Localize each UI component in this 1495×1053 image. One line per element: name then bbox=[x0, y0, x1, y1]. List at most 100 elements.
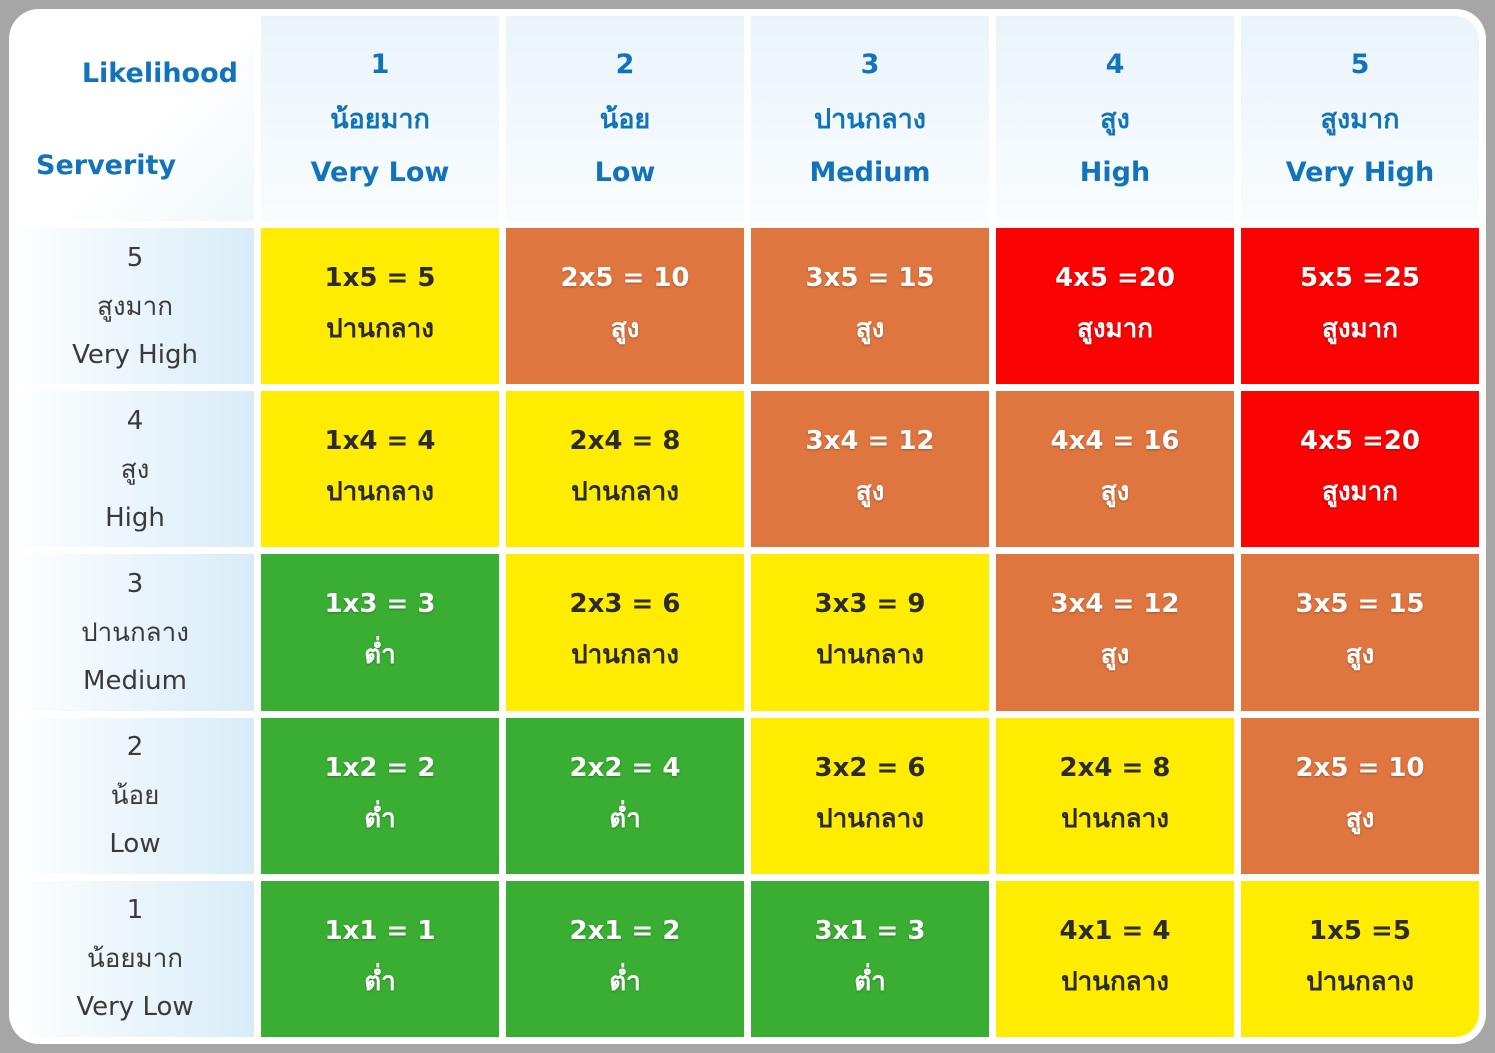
risk-cell-r3c1: 1x3 = 3 ต่ำ bbox=[261, 554, 499, 711]
risk-cell-r5c2: 2x5 = 10 สูง bbox=[506, 228, 744, 385]
risk-cell-r3c5: 3x5 = 15 สูง bbox=[1241, 554, 1479, 711]
row-header-3: 3 ปานกลาง Medium bbox=[16, 554, 254, 711]
risk-formula: 2x4 = 8 bbox=[1059, 752, 1171, 783]
risk-formula: 2x5 = 10 bbox=[1295, 752, 1425, 783]
column-label-thai: สูงมาก bbox=[1320, 104, 1400, 135]
row-label-english: Low bbox=[109, 829, 161, 860]
risk-level-label: ต่ำ bbox=[854, 966, 886, 997]
risk-level-label: ต่ำ bbox=[364, 803, 396, 834]
risk-formula: 4x5 =20 bbox=[1300, 426, 1420, 457]
column-header-3: 3 ปานกลาง Medium bbox=[751, 16, 989, 221]
row-number: 2 bbox=[126, 732, 144, 763]
column-number: 3 bbox=[860, 49, 880, 80]
risk-formula: 3x1 = 3 bbox=[814, 915, 926, 946]
column-header-2: 2 น้อย Low bbox=[506, 16, 744, 221]
risk-formula: 2x4 = 8 bbox=[569, 426, 681, 457]
column-label-thai: สูง bbox=[1100, 104, 1130, 135]
risk-level-label: สูง bbox=[1345, 803, 1375, 834]
risk-level-label: สูง bbox=[610, 314, 640, 345]
risk-level-label: ปานกลาง bbox=[1061, 803, 1169, 834]
risk-cell-r2c2: 2x2 = 4 ต่ำ bbox=[506, 717, 744, 874]
risk-cell-r1c1: 1x1 = 1 ต่ำ bbox=[261, 880, 499, 1037]
risk-level-label: ต่ำ bbox=[609, 803, 641, 834]
risk-level-label: สูง bbox=[1345, 640, 1375, 671]
column-label-english: Very High bbox=[1285, 157, 1435, 188]
risk-cell-r1c2: 2x1 = 2 ต่ำ bbox=[506, 880, 744, 1037]
row-label-thai: ปานกลาง bbox=[81, 617, 189, 648]
risk-cell-r2c1: 1x2 = 2 ต่ำ bbox=[261, 717, 499, 874]
column-header-5: 5 สูงมาก Very High bbox=[1241, 16, 1479, 221]
risk-cell-r1c3: 3x1 = 3 ต่ำ bbox=[751, 880, 989, 1037]
risk-level-label: ปานกลาง bbox=[326, 314, 434, 345]
risk-formula: 4x1 = 4 bbox=[1059, 915, 1171, 946]
row-header-2: 2 น้อย Low bbox=[16, 717, 254, 874]
column-label-english: Low bbox=[594, 157, 656, 188]
row-label-thai: สูง bbox=[120, 454, 150, 485]
risk-level-label: ต่ำ bbox=[609, 966, 641, 997]
risk-formula: 3x4 = 12 bbox=[1050, 589, 1180, 620]
risk-cell-r3c4: 3x4 = 12 สูง bbox=[996, 554, 1234, 711]
risk-cell-r4c1: 1x4 = 4 ปานกลาง bbox=[261, 391, 499, 548]
row-number: 4 bbox=[126, 405, 144, 436]
risk-formula: 4x4 = 16 bbox=[1050, 426, 1180, 457]
risk-level-label: ปานกลาง bbox=[816, 640, 924, 671]
risk-cell-r5c3: 3x5 = 15 สูง bbox=[751, 228, 989, 385]
row-header-5: 5 สูงมาก Very High bbox=[16, 228, 254, 385]
risk-level-label: ปานกลาง bbox=[571, 640, 679, 671]
row-label-english: Medium bbox=[83, 665, 187, 696]
row-header-1: 1 น้อยมาก Very Low bbox=[16, 880, 254, 1037]
row-label-english: Very High bbox=[72, 339, 198, 370]
risk-formula: 1x4 = 4 bbox=[324, 426, 436, 457]
risk-level-label: สูงมาก bbox=[1076, 314, 1154, 345]
risk-level-label: สูง bbox=[1100, 640, 1130, 671]
risk-level-label: สูงมาก bbox=[1321, 477, 1399, 508]
column-label-thai: ปานกลาง bbox=[814, 104, 926, 135]
row-label-thai: น้อย bbox=[110, 781, 160, 812]
risk-formula: 3x2 = 6 bbox=[814, 752, 926, 783]
risk-formula: 2x5 = 10 bbox=[560, 263, 690, 294]
risk-cell-r4c3: 3x4 = 12 สูง bbox=[751, 391, 989, 548]
column-header-1: 1 น้อยมาก Very Low bbox=[261, 16, 499, 221]
risk-cell-r1c4: 4x1 = 4 ปานกลาง bbox=[996, 880, 1234, 1037]
risk-level-label: ปานกลาง bbox=[1306, 966, 1414, 997]
column-header-4: 4 สูง High bbox=[996, 16, 1234, 221]
column-label-english: Very Low bbox=[310, 157, 450, 188]
risk-cell-r4c4: 4x4 = 16 สูง bbox=[996, 391, 1234, 548]
risk-formula: 1x3 = 3 bbox=[324, 589, 436, 620]
row-label-thai: น้อยมาก bbox=[86, 944, 184, 975]
risk-cell-r5c4: 4x5 =20 สูงมาก bbox=[996, 228, 1234, 385]
risk-formula: 2x2 = 4 bbox=[569, 752, 681, 783]
risk-level-label: สูง bbox=[855, 477, 885, 508]
risk-cell-r2c5: 2x5 = 10 สูง bbox=[1241, 717, 1479, 874]
risk-cell-r2c4: 2x4 = 8 ปานกลาง bbox=[996, 717, 1234, 874]
column-number: 1 bbox=[370, 49, 390, 80]
risk-level-label: ปานกลาง bbox=[816, 803, 924, 834]
row-label-thai: สูงมาก bbox=[96, 291, 174, 322]
column-label-english: High bbox=[1079, 157, 1151, 188]
column-label-english: Medium bbox=[809, 157, 931, 188]
row-label-english: Very Low bbox=[76, 992, 194, 1023]
risk-cell-r3c2: 2x3 = 6 ปานกลาง bbox=[506, 554, 744, 711]
risk-level-label: ปานกลาง bbox=[1061, 966, 1169, 997]
row-number: 1 bbox=[126, 895, 144, 926]
row-label-english: High bbox=[105, 502, 165, 533]
risk-formula: 1x5 = 5 bbox=[324, 263, 436, 294]
risk-cell-r5c1: 1x5 = 5 ปานกลาง bbox=[261, 228, 499, 385]
row-header-4: 4 สูง High bbox=[16, 391, 254, 548]
risk-matrix: Likelihood Serverity 1 น้อยมาก Very Low 2 น้… bbox=[9, 9, 1486, 1044]
risk-level-label: ต่ำ bbox=[364, 640, 396, 671]
column-number: 4 bbox=[1105, 49, 1125, 80]
risk-level-label: สูงมาก bbox=[1321, 314, 1399, 345]
risk-formula: 3x5 = 15 bbox=[1295, 589, 1425, 620]
matrix-corner-cell: Likelihood Serverity bbox=[16, 16, 254, 221]
risk-formula: 2x1 = 2 bbox=[569, 915, 681, 946]
severity-axis-label: Serverity bbox=[36, 150, 177, 181]
likelihood-axis-label: Likelihood bbox=[81, 58, 238, 89]
risk-formula: 1x1 = 1 bbox=[324, 915, 436, 946]
risk-formula: 3x5 = 15 bbox=[805, 263, 935, 294]
risk-level-label: สูง bbox=[1100, 477, 1130, 508]
row-number: 5 bbox=[126, 242, 144, 273]
column-label-thai: น้อยมาก bbox=[330, 104, 430, 135]
risk-level-label: สูง bbox=[855, 314, 885, 345]
risk-level-label: ต่ำ bbox=[364, 966, 396, 997]
